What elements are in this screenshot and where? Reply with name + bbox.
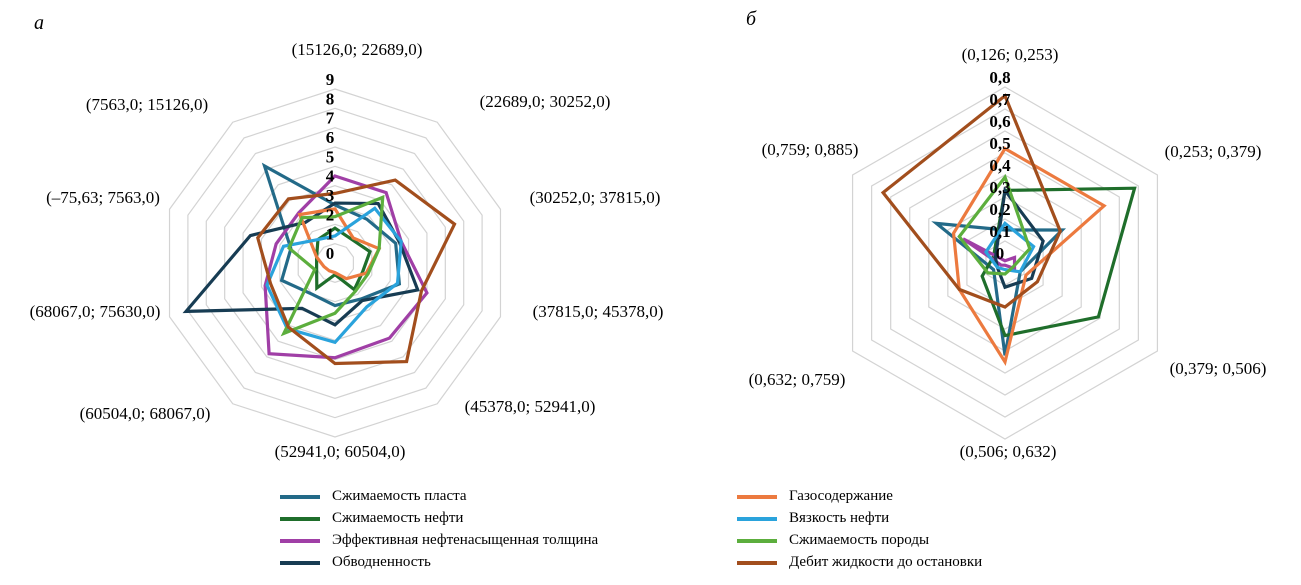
tick-label: 0,2 [989,200,1010,219]
series-line [962,237,1017,271]
panel-label-a: а [34,12,44,34]
axis-category-label: (7563,0; 15126,0) [86,95,208,114]
legend-label: Вязкость нефти [789,510,890,526]
series-line [256,178,457,366]
axis-category-label: (0,759; 0,885) [762,140,859,159]
series-line [315,226,372,293]
axis-category-label: (52941,0; 60504,0) [275,442,406,461]
axis-category-label: (–75,63; 7563,0) [46,188,160,207]
tick-label: 0,4 [989,156,1011,175]
axis-category-label: (22689,0; 30252,0) [480,92,611,111]
legend-item: Сжимаемость породы [737,532,929,549]
panel-label-b: б [746,8,757,30]
legend-item: Сжимаемость нефти [280,510,463,527]
grid-ring [851,86,1159,440]
legend-item: Обводненность [280,554,431,571]
axis-category-label: (45378,0; 52941,0) [465,397,596,416]
legend-swatch [280,494,320,499]
legend-label: Дебит жидкости до остановки [789,554,983,570]
legend-label: Сжимаемость пласта [332,488,467,504]
tick-label: 3 [326,186,335,205]
legend-item: Сжимаемость пласта [280,488,467,505]
axis-category-label: (0,379; 0,506) [1170,359,1267,378]
grid-ring [871,108,1139,418]
grid-ring [242,165,428,361]
series-line [880,93,1062,309]
tick-label: 0 [326,244,335,263]
series-line [265,206,403,345]
grid-ring [316,243,354,283]
axis-category-label: (15126,0; 22689,0) [292,40,423,59]
grid-ring [187,107,483,419]
series-line [957,173,1032,276]
tick-label: 4 [326,167,335,186]
tick-label: 0,3 [989,178,1010,197]
legend-item: Газосодержание [737,488,893,505]
legend-item: Вязкость нефти [737,510,889,527]
series-line [983,221,1036,274]
tick-label: 7 [326,109,335,128]
legend-label: Эффективная нефтенасыщенная толщина [332,532,599,548]
axis-category-label: (68067,0; 75630,0) [30,302,161,321]
legend-swatch [280,516,320,521]
legend-swatch [280,560,320,565]
tick-label: 0,6 [989,112,1010,131]
series-line [261,162,402,308]
legend-label: Сжимаемость породы [789,532,930,548]
series-line [297,207,382,281]
axis-category-label: (60504,0; 68067,0) [80,404,211,423]
tick-label: 5 [326,147,335,166]
tick-label: 6 [326,128,335,147]
axis-category-label: (37815,0; 45378,0) [533,302,664,321]
grid-ring [890,130,1120,396]
tick-label: 0,7 [989,90,1011,109]
axis-category-label: (0,253; 0,379) [1165,142,1262,161]
tick-label: 2 [326,205,335,224]
legend-label: Газосодержание [789,488,893,504]
legend-label: Обводненность [332,554,431,570]
series-line [951,146,1107,367]
series-line [993,186,1045,290]
legend-swatch [280,538,320,543]
radar-chart-b: 0 0,1 0,2 0,3 0,4 0,5 0,6 0,7 0,8 (0,126; 0,253) (… [749,45,1267,461]
series-line [263,174,429,360]
tick-label: 8 [326,89,335,108]
axis-category-label: (0,506; 0,632) [960,442,1057,461]
tick-label: 0,5 [989,134,1010,153]
tick-label: 0,8 [989,68,1010,87]
legend-swatch [737,560,777,565]
grid-ring [205,127,465,399]
series-line [280,194,385,337]
legend-swatch [737,494,777,499]
axis-category-label: (0,126; 0,253) [962,45,1059,64]
legend-item: Дебит жидкости до остановки [737,554,982,571]
legend-label: Сжимаемость нефти [332,510,464,526]
axis-category-label: (0,632; 0,759) [749,370,846,389]
legend-swatch [737,516,777,521]
tick-label: 9 [326,70,335,89]
legend-item: Эффективная нефтенасыщенная толщина [280,532,598,549]
tick-label: 0,1 [989,222,1010,241]
tick-label: 0 [996,244,1005,263]
legend-swatch [737,538,777,543]
tick-label: 1 [326,225,335,244]
axis-category-label: (30252,0; 37815,0) [530,188,661,207]
grid-ring [168,88,502,438]
